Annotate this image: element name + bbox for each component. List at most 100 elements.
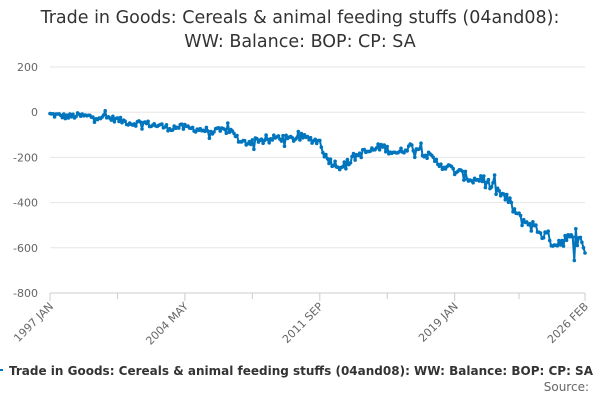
data-point[interactable]: [267, 141, 272, 145]
data-point[interactable]: [216, 126, 221, 130]
data-point[interactable]: [399, 146, 403, 151]
data-point[interactable]: [111, 114, 115, 119]
data-point[interactable]: [351, 151, 356, 156]
data-point[interactable]: [431, 155, 436, 160]
data-point[interactable]: [255, 136, 259, 141]
data-point[interactable]: [164, 123, 169, 127]
data-point[interactable]: [118, 115, 123, 120]
data-point[interactable]: [290, 135, 295, 140]
data-point[interactable]: [494, 192, 498, 196]
data-point[interactable]: [226, 121, 230, 125]
data-point[interactable]: [451, 166, 456, 171]
data-point[interactable]: [503, 198, 508, 202]
data-point[interactable]: [385, 144, 390, 149]
data-point[interactable]: [413, 155, 417, 160]
data-point[interactable]: [580, 240, 584, 245]
data-point[interactable]: [460, 169, 465, 174]
data-point[interactable]: [252, 147, 256, 152]
data-point[interactable]: [321, 150, 325, 155]
data-point[interactable]: [265, 137, 270, 142]
data-point[interactable]: [235, 133, 239, 138]
data-point[interactable]: [528, 221, 532, 226]
data-point[interactable]: [324, 152, 328, 157]
data-point[interactable]: [410, 143, 414, 147]
data-point[interactable]: [68, 112, 72, 116]
data-point[interactable]: [502, 192, 506, 196]
data-point[interactable]: [52, 115, 57, 119]
data-point[interactable]: [249, 142, 253, 147]
data-point[interactable]: [538, 231, 543, 235]
data-point[interactable]: [572, 258, 577, 263]
data-point[interactable]: [382, 143, 387, 147]
data-point[interactable]: [227, 130, 232, 135]
data-point[interactable]: [342, 160, 347, 164]
data-point[interactable]: [101, 113, 106, 117]
data-point[interactable]: [138, 120, 143, 124]
data-point[interactable]: [60, 115, 65, 120]
data-point[interactable]: [359, 155, 364, 160]
data-point[interactable]: [224, 131, 229, 135]
data-point[interactable]: [405, 149, 410, 153]
data-point[interactable]: [541, 236, 546, 240]
data-point[interactable]: [170, 128, 175, 132]
data-point[interactable]: [350, 154, 354, 159]
data-point[interactable]: [190, 125, 195, 130]
data-point[interactable]: [279, 139, 284, 143]
data-point[interactable]: [123, 119, 127, 123]
data-point[interactable]: [462, 178, 466, 182]
data-point[interactable]: [511, 210, 515, 214]
data-point[interactable]: [66, 116, 71, 120]
data-point[interactable]: [181, 127, 186, 131]
data-point[interactable]: [218, 129, 222, 133]
data-point[interactable]: [298, 138, 302, 142]
data-point[interactable]: [299, 131, 304, 136]
data-point[interactable]: [368, 149, 373, 153]
data-point[interactable]: [547, 238, 552, 243]
data-point[interactable]: [117, 119, 121, 124]
data-point[interactable]: [308, 135, 313, 140]
data-point[interactable]: [531, 220, 535, 224]
data-point[interactable]: [247, 139, 252, 144]
data-point[interactable]: [261, 141, 265, 145]
data-point[interactable]: [581, 245, 586, 250]
data-point[interactable]: [574, 227, 578, 231]
legend-item[interactable]: Trade in Goods: Cereals & animal feeding…: [0, 364, 593, 378]
data-point[interactable]: [232, 131, 236, 136]
data-point[interactable]: [259, 137, 264, 141]
data-point[interactable]: [71, 112, 75, 117]
data-point[interactable]: [564, 238, 569, 243]
data-point[interactable]: [512, 207, 517, 211]
data-point[interactable]: [180, 122, 184, 126]
data-point[interactable]: [250, 138, 255, 142]
data-point[interactable]: [305, 134, 310, 139]
data-point[interactable]: [62, 112, 66, 116]
data-point[interactable]: [319, 145, 324, 149]
data-point[interactable]: [561, 244, 566, 248]
data-point[interactable]: [295, 136, 299, 140]
data-point[interactable]: [555, 243, 560, 248]
data-point[interactable]: [489, 185, 494, 189]
data-point[interactable]: [103, 109, 107, 113]
data-point[interactable]: [325, 156, 330, 161]
data-point[interactable]: [74, 114, 78, 119]
data-point[interactable]: [560, 238, 564, 243]
data-point[interactable]: [314, 141, 319, 146]
data-point[interactable]: [204, 125, 209, 130]
data-point[interactable]: [434, 157, 439, 162]
data-point[interactable]: [463, 169, 468, 174]
data-point[interactable]: [65, 113, 69, 117]
data-point[interactable]: [276, 134, 281, 138]
data-point[interactable]: [272, 133, 276, 137]
data-point[interactable]: [508, 196, 512, 200]
data-point[interactable]: [115, 116, 120, 120]
data-point[interactable]: [92, 120, 97, 124]
data-point[interactable]: [374, 146, 379, 150]
data-point[interactable]: [497, 189, 502, 193]
data-point[interactable]: [282, 144, 287, 148]
data-point[interactable]: [485, 180, 489, 185]
data-point[interactable]: [509, 200, 514, 205]
data-point[interactable]: [491, 181, 495, 185]
data-point[interactable]: [383, 149, 388, 154]
data-point[interactable]: [480, 179, 485, 184]
data-point[interactable]: [242, 138, 247, 143]
